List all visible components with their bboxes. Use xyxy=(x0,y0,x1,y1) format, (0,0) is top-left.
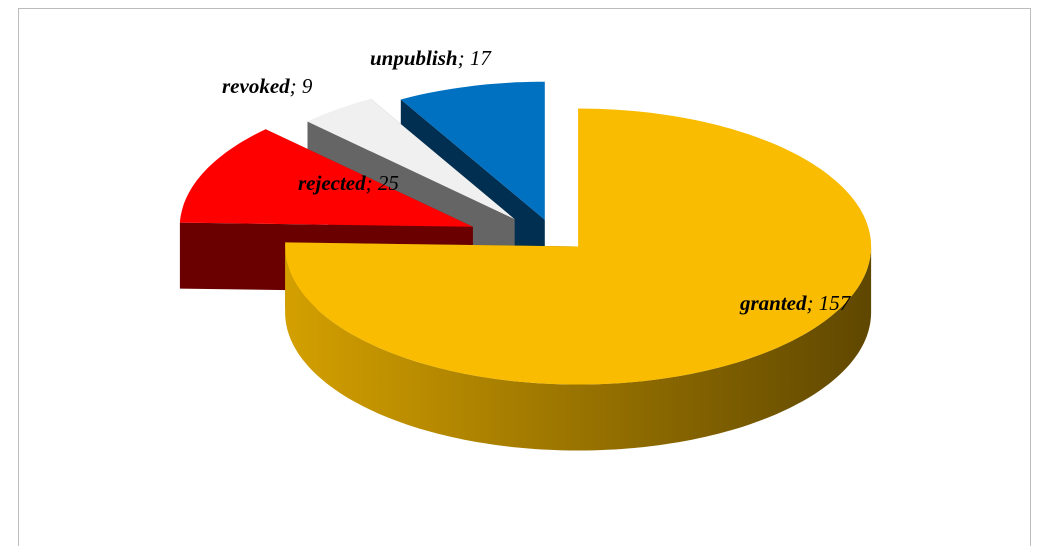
label-value: 9 xyxy=(302,74,313,98)
label-value: 17 xyxy=(470,46,493,70)
data-label: revoked; 9 xyxy=(222,74,313,98)
label-category: revoked xyxy=(222,74,290,98)
label-category: granted xyxy=(739,291,807,315)
label-category: unpublish xyxy=(370,46,458,70)
label-separator: ; xyxy=(807,291,819,315)
label-separator: ; xyxy=(366,171,378,195)
data-label: rejected; 25 xyxy=(298,171,399,195)
slice xyxy=(179,129,473,227)
data-label: granted; 157 xyxy=(739,291,852,315)
slice-side xyxy=(285,246,872,451)
slice xyxy=(285,108,872,385)
label-value: 157 xyxy=(819,291,852,315)
label-value: 25 xyxy=(378,171,399,195)
label-separator: ; xyxy=(290,74,302,98)
data-label: unpublish; 17 xyxy=(370,46,492,70)
slice xyxy=(400,81,545,220)
label-category: rejected xyxy=(298,171,366,195)
label-separator: ; xyxy=(458,46,470,70)
slice xyxy=(307,98,515,220)
